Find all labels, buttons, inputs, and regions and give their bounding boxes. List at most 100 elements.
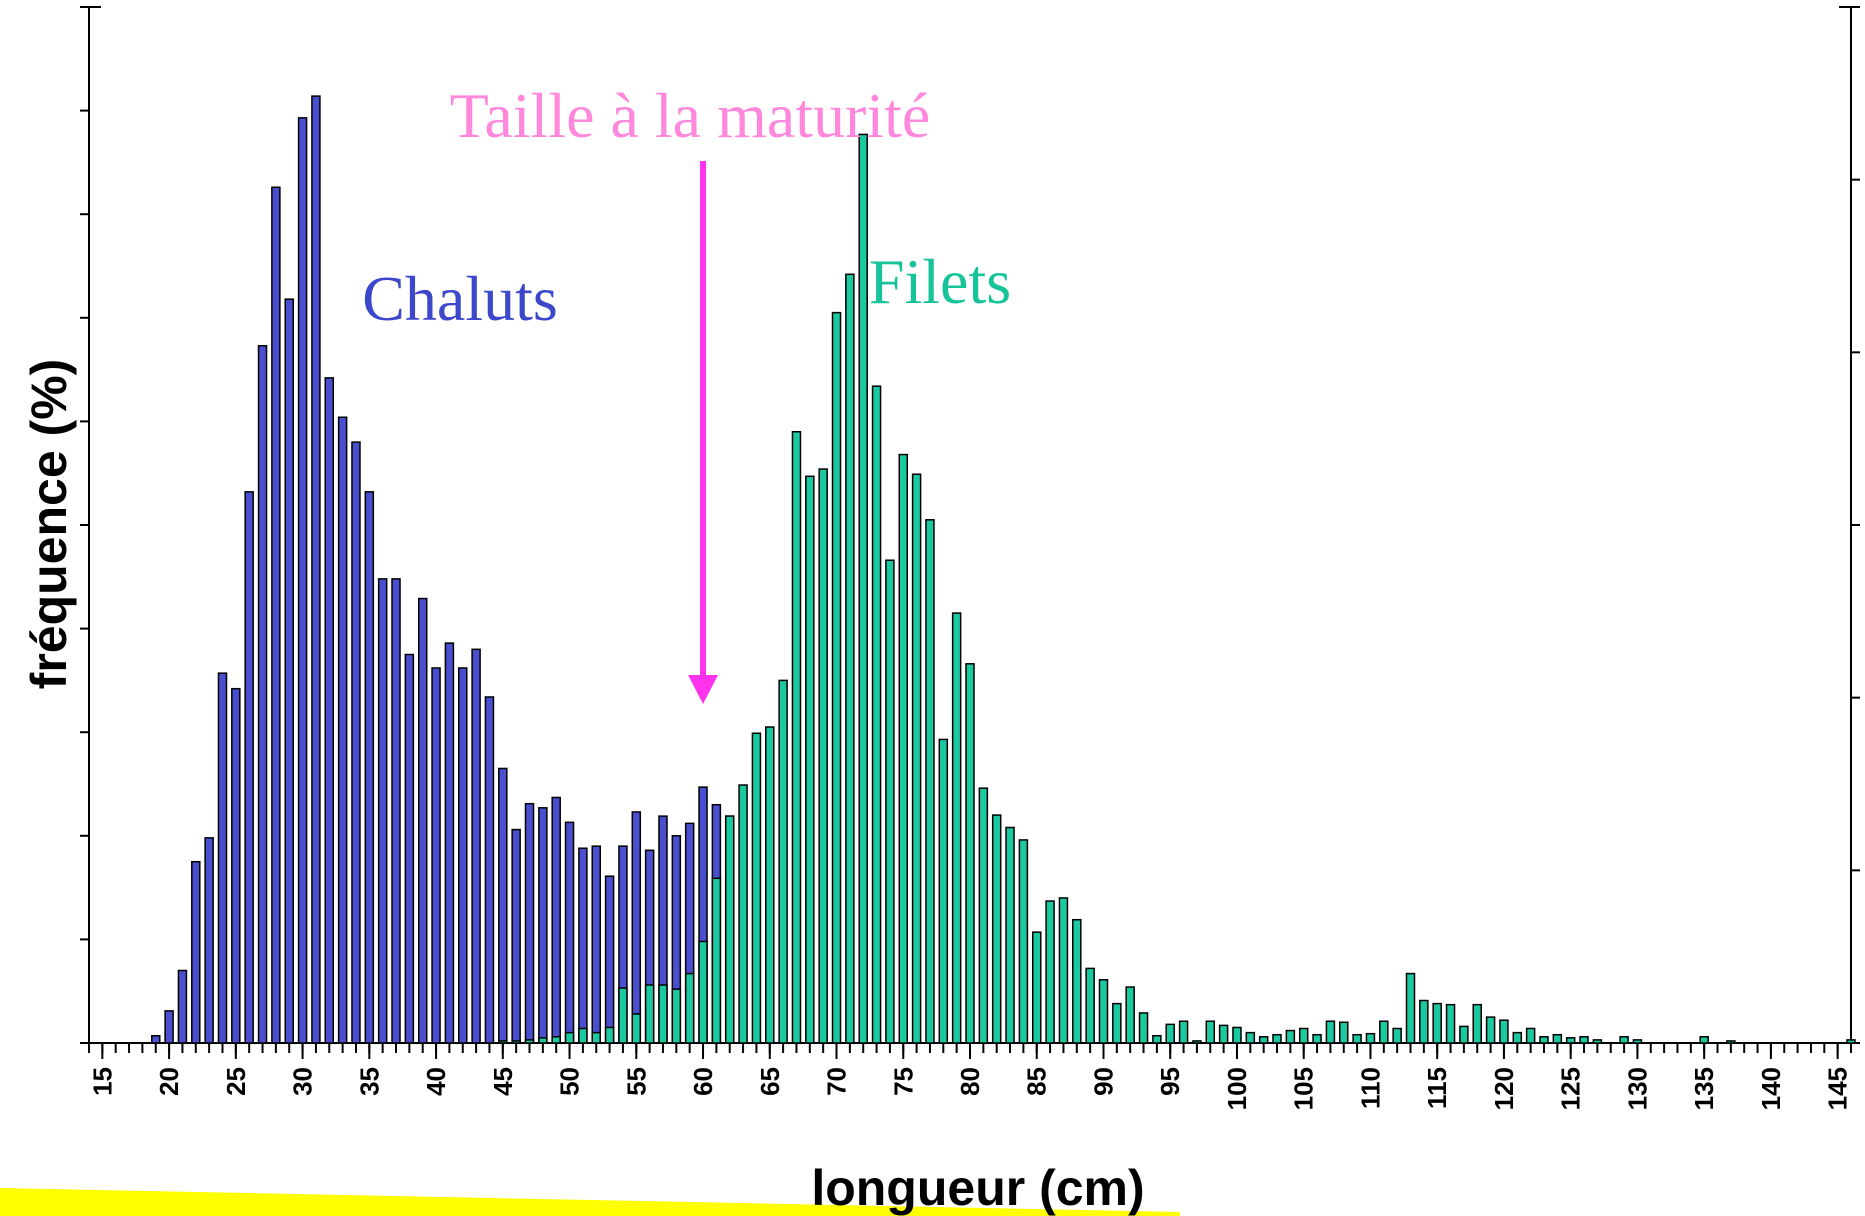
bar: [738, 784, 748, 1044]
bar: [471, 648, 481, 1044]
bar: [1699, 1036, 1709, 1044]
bar: [1405, 972, 1416, 1044]
bar: [1205, 1020, 1216, 1044]
bar: [818, 468, 828, 1044]
bar: [404, 653, 415, 1044]
bar: [337, 416, 348, 1044]
x-tick-label: 140: [1756, 1067, 1786, 1110]
bar: [618, 987, 628, 1044]
x-tick-label: 85: [1022, 1067, 1052, 1096]
bar: [845, 273, 855, 1044]
bar: [684, 972, 695, 1044]
bar: [1846, 1039, 1856, 1044]
series-label: Chaluts: [362, 263, 558, 334]
bar: [631, 811, 642, 1044]
bar: [377, 578, 388, 1044]
bar: [805, 475, 815, 1044]
bar: [324, 377, 335, 1044]
bar: [417, 597, 428, 1044]
bar: [765, 726, 775, 1044]
bar: [751, 732, 762, 1044]
bar: [1579, 1036, 1589, 1044]
bar: [1619, 1036, 1629, 1044]
bar: [164, 1010, 174, 1044]
bar: [1018, 839, 1029, 1044]
x-tick-label: 70: [822, 1067, 852, 1096]
bar: [1285, 1029, 1296, 1044]
bar: [1138, 1012, 1149, 1044]
x-tick-label: 30: [288, 1067, 318, 1096]
bar: [604, 875, 615, 1044]
bar: [1312, 1033, 1322, 1044]
bar: [965, 663, 975, 1044]
bar: [391, 578, 401, 1044]
bar: [511, 1040, 521, 1044]
bar: [1472, 1003, 1482, 1044]
bar: [1192, 1040, 1202, 1044]
bar: [1339, 1021, 1349, 1044]
bar: [1125, 986, 1135, 1044]
bar: [1005, 826, 1015, 1044]
bar: [564, 1031, 575, 1044]
x-tick-label: 60: [688, 1067, 718, 1096]
bar: [458, 667, 468, 1044]
bar: [644, 984, 655, 1044]
x-tick-label: 105: [1289, 1067, 1319, 1110]
bar: [1726, 1040, 1736, 1044]
x-tick-label: 15: [87, 1067, 117, 1096]
x-tick-label: 110: [1355, 1067, 1385, 1109]
bar: [484, 696, 495, 1044]
bar: [1512, 1031, 1523, 1044]
bar: [150, 1034, 161, 1044]
bar: [1392, 1027, 1402, 1044]
x-tick-label: 135: [1689, 1067, 1719, 1110]
bar: [1178, 1020, 1189, 1044]
bar: [271, 186, 281, 1044]
bar: [711, 877, 722, 1044]
bar: [231, 687, 241, 1044]
x-tick-label: 90: [1088, 1067, 1118, 1096]
bar: [978, 787, 989, 1044]
bar: [871, 385, 882, 1044]
bar: [1352, 1033, 1362, 1044]
x-tick-label: 100: [1222, 1067, 1252, 1110]
bar: [498, 1040, 508, 1044]
bar: [1165, 1023, 1175, 1044]
bar: [244, 491, 254, 1044]
bar: [1565, 1037, 1576, 1044]
bar: [551, 1036, 561, 1044]
bar: [524, 1039, 535, 1044]
bar: [511, 828, 521, 1044]
bar: [524, 802, 535, 1044]
bar: [204, 837, 214, 1044]
bar: [1379, 1020, 1389, 1044]
x-tick-label: 80: [955, 1067, 985, 1096]
x-tick-label: 115: [1422, 1067, 1452, 1109]
x-tick-label: 95: [1155, 1067, 1185, 1096]
bar: [885, 559, 895, 1044]
bar: [1592, 1039, 1603, 1044]
bar: [1245, 1031, 1256, 1044]
x-tick-label: 145: [1823, 1067, 1853, 1110]
bar: [898, 453, 909, 1044]
bar: [778, 679, 788, 1044]
bar: [364, 491, 375, 1044]
bar: [671, 988, 682, 1044]
x-tick-label: 120: [1489, 1067, 1519, 1110]
bar: [311, 95, 321, 1044]
series-label: Filets: [869, 246, 1011, 317]
decoration: [0, 1188, 1180, 1216]
bar: [297, 117, 308, 1044]
bar: [177, 969, 188, 1044]
bar: [1072, 918, 1082, 1044]
bar: [1258, 1036, 1269, 1044]
bar: [658, 984, 668, 1044]
bar: [791, 431, 802, 1044]
x-tick-label: 130: [1622, 1067, 1652, 1110]
bar: [1045, 900, 1055, 1044]
bar: [538, 807, 548, 1044]
bar: [1031, 931, 1042, 1044]
bar: [1432, 1002, 1442, 1044]
bar: [631, 1013, 642, 1044]
